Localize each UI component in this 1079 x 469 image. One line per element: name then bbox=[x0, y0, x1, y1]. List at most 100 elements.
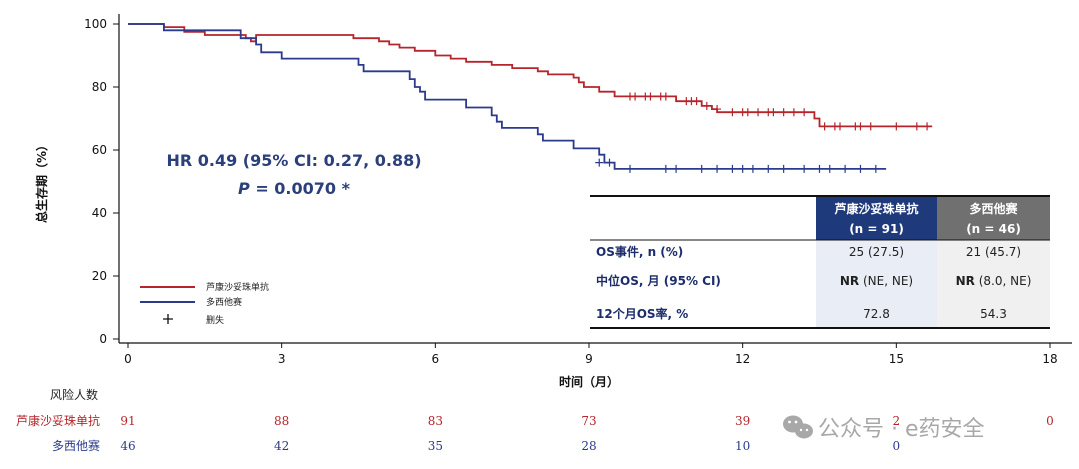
table-header-name: 芦康沙妥珠单抗 bbox=[834, 201, 918, 216]
table-header-bg bbox=[816, 196, 937, 240]
table-row-label: 12个月OS率, % bbox=[596, 306, 688, 321]
series-line-0 bbox=[128, 23, 933, 128]
risk-count: 39 bbox=[735, 414, 750, 428]
table-cell: 21 (45.7) bbox=[966, 245, 1021, 259]
risk-row-label: 芦康沙妥珠单抗 bbox=[16, 413, 100, 428]
risk-count: 83 bbox=[428, 414, 443, 428]
y-axis-title: 总生存期（%） bbox=[34, 139, 49, 223]
legend-label-censor: 删失 bbox=[206, 314, 224, 326]
table-header-name: 多西他赛 bbox=[969, 201, 1018, 216]
watermark-text: 公众号 · e药安全 bbox=[818, 417, 985, 442]
censor-mark bbox=[769, 108, 778, 117]
censor-mark bbox=[800, 108, 809, 117]
censor-mark bbox=[764, 164, 773, 173]
risk-count: 2 bbox=[893, 414, 901, 428]
risk-count: 46 bbox=[120, 439, 135, 453]
risk-table-title: 风险人数 bbox=[50, 387, 98, 402]
censor-mark bbox=[738, 164, 747, 173]
table-cell: NR (NE, NE) bbox=[840, 274, 913, 288]
censor-mark bbox=[912, 122, 921, 131]
x-tick-label: 12 bbox=[735, 352, 750, 366]
censor-mark bbox=[743, 108, 752, 117]
censor-mark bbox=[728, 164, 737, 173]
censor-mark bbox=[661, 92, 670, 101]
risk-count: 10 bbox=[735, 439, 750, 453]
table-header-n: (n = 91) bbox=[849, 222, 904, 236]
censor-mark bbox=[754, 108, 763, 117]
y-tick-label: 80 bbox=[92, 80, 107, 94]
censor-mark bbox=[892, 122, 901, 131]
survival-curves bbox=[128, 23, 933, 173]
risk-count: 91 bbox=[120, 414, 135, 428]
censor-mark bbox=[841, 164, 850, 173]
table-row-label: 中位OS, 月 (95% CI) bbox=[596, 273, 721, 288]
censor-mark bbox=[625, 164, 634, 173]
table-header-n: (n = 46) bbox=[966, 222, 1021, 236]
censor-plus-icon bbox=[163, 314, 173, 324]
censor-mark bbox=[692, 97, 701, 106]
censor-mark bbox=[702, 101, 711, 110]
censor-mark bbox=[856, 164, 865, 173]
risk-count: 0 bbox=[1046, 414, 1054, 428]
x-tick-label: 6 bbox=[432, 352, 440, 366]
censor-mark bbox=[779, 108, 788, 117]
table-cell: 54.3 bbox=[980, 307, 1007, 321]
censor-mark bbox=[789, 108, 798, 117]
x-tick-label: 15 bbox=[889, 352, 904, 366]
censor-mark bbox=[728, 108, 737, 117]
table-col-bg bbox=[937, 240, 1050, 328]
summary-table: 芦康沙妥珠单抗 (n = 91) 多西他赛 (n = 46) OS事件, n (%) 25… bbox=[590, 195, 1050, 329]
risk-count: 88 bbox=[274, 414, 289, 428]
censor-mark bbox=[820, 122, 829, 131]
x-tick-label: 9 bbox=[585, 352, 593, 366]
censor-mark bbox=[631, 92, 640, 101]
censor-mark bbox=[605, 158, 614, 167]
table-cell: 25 (27.5) bbox=[849, 245, 904, 259]
x-tick-label: 18 bbox=[1042, 352, 1057, 366]
censor-mark bbox=[646, 92, 655, 101]
censor-mark bbox=[713, 105, 722, 114]
risk-count: 42 bbox=[274, 439, 289, 453]
risk-count: 73 bbox=[581, 414, 596, 428]
censor-mark bbox=[835, 122, 844, 131]
table-header-bg bbox=[937, 196, 1050, 240]
censor-mark bbox=[661, 164, 670, 173]
table-cell: NR (8.0, NE) bbox=[956, 274, 1032, 288]
legend-label-docetaxel: 多西他赛 bbox=[206, 296, 242, 308]
series-line-1 bbox=[128, 23, 887, 170]
legend-label-lucan: 芦康沙妥珠单抗 bbox=[206, 281, 269, 293]
risk-table: 芦康沙妥珠单抗 91 88 83 73 39 2 0 多西他赛 46 42 35 28 10 0 bbox=[16, 413, 1054, 453]
censor-mark bbox=[871, 164, 880, 173]
censor-mark bbox=[697, 164, 706, 173]
censor-mark bbox=[815, 164, 824, 173]
censor-mark bbox=[748, 164, 757, 173]
censor-mark bbox=[595, 158, 604, 167]
censor-mark bbox=[672, 164, 681, 173]
table-row-label: OS事件, n (%) bbox=[596, 244, 683, 259]
censor-mark bbox=[800, 164, 809, 173]
p-value-text: P = 0.0070 * bbox=[238, 179, 351, 198]
table-col-bg bbox=[816, 240, 937, 328]
censor-mark bbox=[856, 122, 865, 131]
y-tick-label: 20 bbox=[92, 269, 107, 283]
legend-swatch-censor bbox=[163, 314, 173, 324]
x-tick-label: 0 bbox=[124, 352, 132, 366]
censor-mark bbox=[825, 164, 834, 173]
axes: 0 3 6 9 12 15 18 0 20 40 60 80 100 总生存期（%） 时间（月） bbox=[34, 14, 1072, 389]
wechat-icon bbox=[783, 415, 813, 439]
y-tick-label: 60 bbox=[92, 143, 107, 157]
censor-mark bbox=[866, 122, 875, 131]
hazard-ratio-text: HR 0.49 (95% CI: 0.27, 0.88) bbox=[166, 151, 421, 170]
risk-count: 0 bbox=[893, 439, 901, 453]
risk-count: 28 bbox=[581, 439, 596, 453]
x-axis-title: 时间（月） bbox=[559, 374, 619, 389]
x-tick-label: 3 bbox=[278, 352, 286, 366]
y-tick-label: 40 bbox=[92, 206, 107, 220]
risk-count: 35 bbox=[428, 439, 443, 453]
censor-mark bbox=[923, 122, 932, 131]
y-tick-label: 0 bbox=[99, 332, 107, 346]
risk-row-label: 多西他赛 bbox=[52, 438, 100, 453]
y-tick-label: 100 bbox=[84, 17, 107, 31]
censor-mark bbox=[779, 164, 788, 173]
